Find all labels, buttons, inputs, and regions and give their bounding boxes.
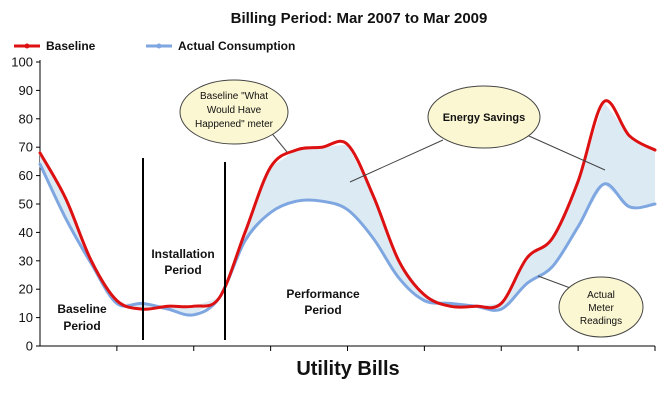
- x-axis-label: Utility Bills: [296, 358, 399, 380]
- legend-baseline-label: Baseline: [46, 39, 96, 53]
- callout-actual-line2: Meter: [588, 303, 614, 314]
- y-tick-label: 30: [19, 253, 33, 268]
- y-tick-label: 70: [19, 140, 33, 155]
- y-tick-label: 0: [26, 339, 33, 354]
- y-tick-label: 10: [19, 310, 33, 325]
- callout-baseline-line1: Baseline "What: [200, 91, 268, 102]
- callout-actual-line1: Actual: [587, 290, 615, 301]
- callout-actual-readings: Actual Meter Readings: [537, 275, 644, 338]
- y-tick-label: 90: [19, 83, 33, 98]
- y-tick-label: 100: [11, 55, 33, 70]
- callout-baseline-line3: Happened" meter: [195, 119, 274, 130]
- legend-actual-marker: [156, 43, 162, 49]
- callout-energy-savings: Energy Savings: [349, 85, 606, 183]
- legend: Baseline Actual Consumption: [14, 39, 295, 53]
- performance-period-label-2: Period: [304, 303, 341, 317]
- chart-title: Billing Period: Mar 2007 to Mar 2009: [231, 10, 488, 27]
- y-tick-label: 20: [19, 282, 33, 297]
- y-tick-label: 40: [19, 225, 33, 240]
- axes: 0 10 20 30 40 50 60 70 80 90 100: [11, 55, 656, 354]
- callout-savings-text: Energy Savings: [443, 112, 526, 124]
- installation-period-label-2: Period: [164, 263, 201, 277]
- callout-actual-line3: Readings: [580, 316, 622, 327]
- legend-baseline-marker: [24, 43, 30, 49]
- y-tick-label: 80: [19, 111, 33, 126]
- baseline-period-label-2: Period: [63, 319, 100, 333]
- baseline-period-label: Baseline: [57, 302, 107, 316]
- legend-actual-label: Actual Consumption: [178, 39, 295, 53]
- performance-period-label: Performance: [286, 287, 360, 301]
- callout-baseline-meter: Baseline "What Would Have Happened" mete…: [179, 79, 289, 153]
- y-tick-label: 60: [19, 168, 33, 183]
- series-layer: [38, 99, 657, 317]
- callout-baseline-line2: Would Have: [207, 105, 262, 116]
- y-tick-label: 50: [19, 197, 33, 212]
- installation-period-label: Installation: [151, 247, 214, 261]
